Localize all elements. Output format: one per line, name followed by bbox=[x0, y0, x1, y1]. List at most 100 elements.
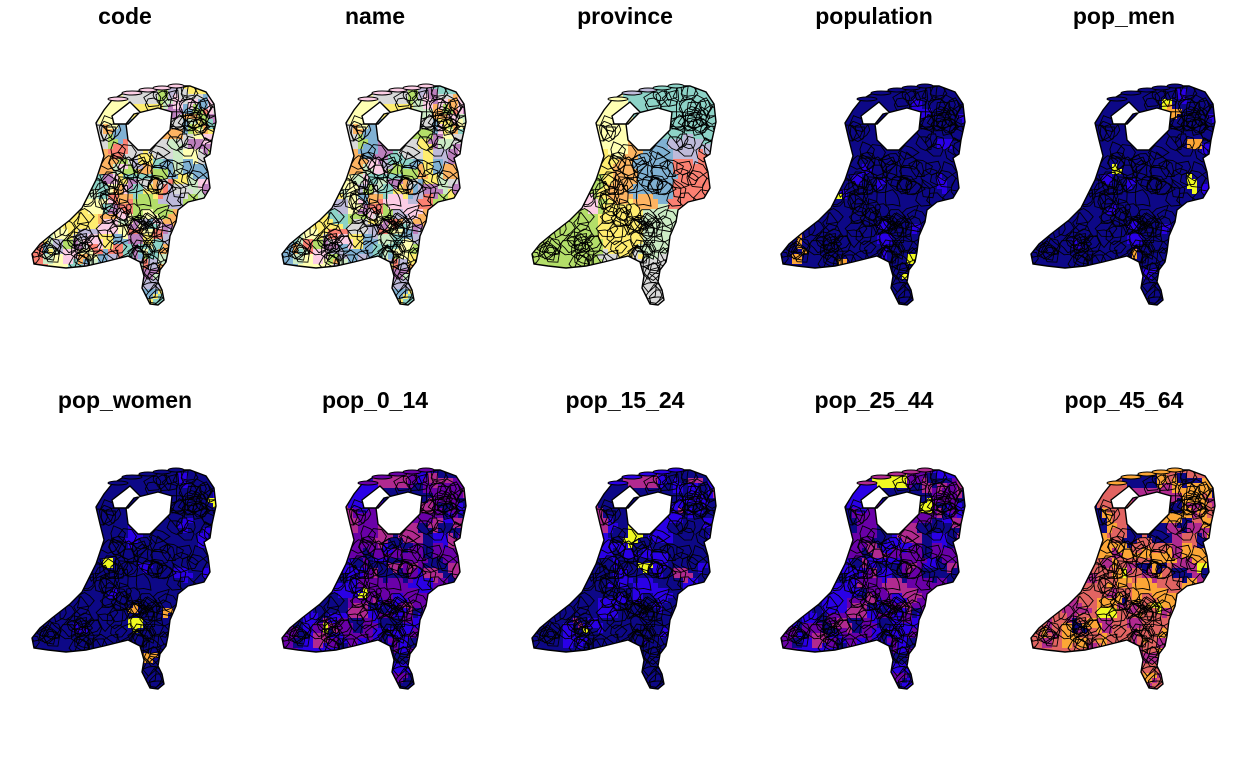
municipality-cell bbox=[558, 94, 564, 100]
municipality-cell bbox=[73, 304, 79, 305]
municipality-cell bbox=[58, 154, 64, 160]
municipality-cell bbox=[282, 189, 284, 195]
municipality-cell bbox=[313, 129, 319, 135]
municipality-border bbox=[396, 221, 414, 238]
municipality-cell bbox=[148, 309, 153, 314]
municipality-cell bbox=[363, 204, 369, 210]
municipality-cell bbox=[433, 104, 439, 110]
municipality-cell bbox=[613, 189, 619, 195]
municipality-border bbox=[175, 133, 189, 149]
municipality-cell bbox=[63, 229, 69, 235]
municipality-cell bbox=[78, 104, 84, 110]
municipality-cell bbox=[368, 304, 374, 305]
municipality-cell bbox=[188, 99, 194, 105]
municipality-cell bbox=[128, 159, 134, 165]
municipality-cell bbox=[428, 224, 434, 230]
municipality-cell bbox=[33, 209, 39, 215]
municipality-cell bbox=[178, 214, 184, 220]
municipality-cell bbox=[348, 86, 354, 90]
municipality-cell bbox=[103, 144, 109, 150]
municipality-cell bbox=[313, 294, 319, 300]
municipality-cell bbox=[198, 299, 204, 305]
municipality-cell bbox=[108, 104, 114, 110]
municipality-cell bbox=[303, 134, 309, 140]
municipality-cell bbox=[178, 204, 184, 210]
municipality-cell bbox=[78, 244, 84, 250]
municipality-cell bbox=[353, 309, 358, 314]
municipality-cell bbox=[48, 134, 54, 140]
municipality-cell bbox=[188, 89, 194, 95]
municipality-cell bbox=[458, 134, 464, 140]
municipality-border bbox=[140, 243, 156, 260]
municipality-cell bbox=[63, 149, 69, 155]
municipality-cell bbox=[403, 144, 409, 150]
municipality-cell bbox=[148, 119, 154, 125]
municipality-cell bbox=[282, 86, 284, 90]
municipality-border bbox=[202, 103, 216, 120]
municipality-cell bbox=[178, 264, 184, 270]
municipality-cell bbox=[368, 149, 374, 155]
municipality-cell bbox=[163, 144, 169, 150]
municipality-cell bbox=[48, 94, 54, 100]
municipality-cell bbox=[178, 159, 184, 165]
municipality-cell bbox=[343, 304, 349, 305]
municipality-cell bbox=[673, 149, 679, 155]
municipality-border bbox=[177, 114, 199, 131]
municipality-cell bbox=[358, 279, 364, 285]
municipality-cell bbox=[388, 129, 394, 135]
municipality-cell bbox=[653, 129, 659, 135]
municipality-cell bbox=[433, 134, 439, 140]
municipality-cell bbox=[63, 169, 69, 175]
municipality-cell bbox=[423, 94, 429, 100]
municipality-cell bbox=[398, 94, 404, 100]
municipality-cell bbox=[63, 259, 69, 265]
municipality-cell bbox=[73, 86, 79, 90]
municipality-cell bbox=[218, 124, 223, 129]
municipality-border bbox=[378, 156, 398, 174]
municipality-cell bbox=[553, 169, 559, 175]
municipality-cell bbox=[458, 279, 464, 285]
municipality-cell bbox=[388, 199, 394, 205]
municipality-cell bbox=[38, 309, 43, 314]
municipality-cell bbox=[373, 134, 379, 140]
municipality-border bbox=[38, 245, 56, 261]
municipality-cell bbox=[468, 294, 473, 299]
municipality-cell bbox=[93, 274, 99, 280]
municipality-cell bbox=[428, 259, 434, 265]
municipality-cell bbox=[203, 129, 209, 135]
municipality-cell bbox=[198, 274, 204, 280]
municipality-cell bbox=[368, 259, 374, 265]
municipality-cell bbox=[193, 224, 199, 230]
municipality-cell bbox=[73, 294, 79, 300]
municipality-cell bbox=[178, 134, 184, 140]
municipality-cell bbox=[358, 144, 364, 150]
municipality-cell bbox=[38, 104, 44, 110]
municipality-cell bbox=[173, 299, 179, 305]
municipality-border bbox=[97, 229, 115, 249]
municipality-cell bbox=[638, 164, 644, 170]
municipality-cell bbox=[328, 109, 334, 115]
municipality-cell bbox=[318, 199, 324, 205]
municipality-cell bbox=[388, 179, 394, 185]
municipality-cell bbox=[398, 139, 404, 145]
municipality-cell bbox=[353, 304, 359, 305]
municipality-cell bbox=[198, 309, 203, 314]
municipality-cell bbox=[403, 174, 409, 180]
municipality-cell bbox=[128, 174, 134, 180]
municipality-cell bbox=[153, 194, 159, 200]
municipality-border bbox=[416, 159, 434, 177]
municipality-border bbox=[336, 235, 352, 250]
municipality-border bbox=[421, 168, 440, 189]
municipality-cell bbox=[203, 269, 209, 275]
municipality-cell bbox=[693, 134, 699, 140]
municipality-cell bbox=[318, 239, 324, 245]
municipality-cell bbox=[303, 239, 309, 245]
municipality-cell bbox=[183, 109, 189, 115]
municipality-cell bbox=[178, 279, 184, 285]
municipality-cell bbox=[532, 109, 534, 115]
municipality-cell bbox=[118, 144, 124, 150]
municipality-cell bbox=[393, 279, 399, 285]
municipality-cell bbox=[663, 139, 669, 145]
municipality-cell bbox=[438, 309, 443, 314]
municipality-cell bbox=[282, 179, 284, 185]
